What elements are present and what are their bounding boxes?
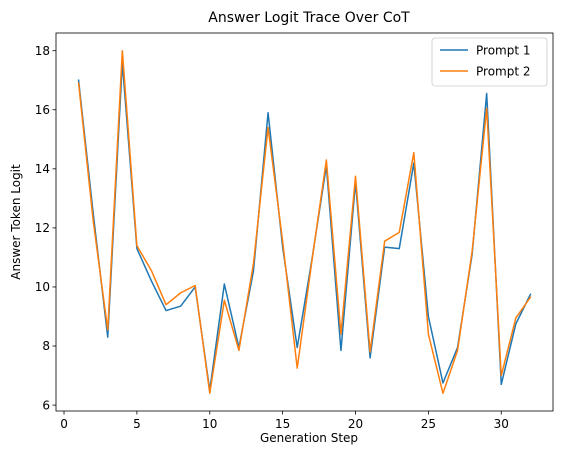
x-tick-label: 20: [348, 417, 363, 431]
x-tick-label: 0: [60, 417, 68, 431]
x-tick-label: 30: [494, 417, 509, 431]
y-tick-label: 14: [35, 162, 50, 176]
legend-label-2: Prompt 2: [476, 64, 531, 78]
x-tick-label: 5: [133, 417, 141, 431]
x-tick-label: 10: [202, 417, 217, 431]
y-tick-label: 8: [42, 339, 50, 353]
legend: Prompt 1 Prompt 2: [431, 37, 548, 87]
x-tick-label: 15: [275, 417, 290, 431]
y-tick-label: 12: [35, 221, 50, 235]
legend-label-1: Prompt 1: [476, 43, 531, 57]
series-line-1: [77, 61, 532, 392]
y-tick-label: 10: [35, 280, 50, 294]
y-tick-label: 6: [42, 398, 50, 412]
x-tick-label: 25: [421, 417, 436, 431]
y-tick-label: 18: [35, 44, 50, 58]
y-tick-label: 16: [35, 103, 50, 117]
x-axis-title: Generation Step: [260, 431, 358, 445]
plot-area: 0 5 10 15 20 25 30 6 8 10 12 14 16 18: [35, 32, 554, 431]
axes-frame: [55, 32, 554, 412]
y-axis-title: Answer Token Logit: [9, 164, 23, 280]
series-line-2: [77, 49, 532, 395]
chart-title: Answer Logit Trace Over CoT: [208, 10, 410, 26]
